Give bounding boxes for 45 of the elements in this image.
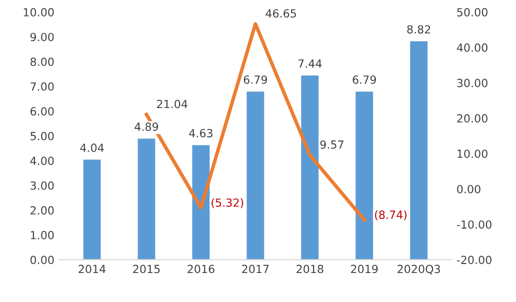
y-tick-label: 6.00 bbox=[30, 107, 54, 116]
y2-tick-label: -20.00 bbox=[456, 256, 492, 264]
y-tick-label: 5.00 bbox=[30, 132, 54, 140]
data-label: 7.44 bbox=[298, 60, 322, 68]
x-tick-label: 2018 bbox=[296, 264, 324, 274]
data-label: (5.32) bbox=[212, 198, 244, 208]
y2-tick-label: 50.00 bbox=[457, 8, 488, 16]
y-tick-label: 9.00 bbox=[30, 32, 54, 42]
data-label: 8.82 bbox=[407, 25, 430, 34]
y2-tick-label: -10.00 bbox=[456, 220, 492, 229]
y-tick-label: 3.00 bbox=[30, 181, 54, 190]
data-label: 4.04 bbox=[80, 144, 104, 152]
x-tick-label: 2017 bbox=[242, 264, 269, 274]
bar bbox=[246, 92, 264, 260]
x-tick-label: 2016 bbox=[188, 264, 214, 274]
bar bbox=[410, 41, 428, 260]
y2-tick-label: 40.00 bbox=[456, 43, 488, 52]
bar bbox=[301, 75, 319, 260]
x-tick-label: 2014 bbox=[78, 264, 106, 274]
y-tick-label: 1.00 bbox=[30, 230, 54, 240]
y2-tick-label: 0.00 bbox=[457, 184, 480, 194]
y2-tick-label: 10.00 bbox=[458, 150, 488, 158]
y-tick-label: 4.00 bbox=[30, 156, 54, 166]
data-label: (8.74) bbox=[375, 210, 407, 220]
data-label: 6.79 bbox=[352, 75, 376, 84]
data-label: 46.65 bbox=[266, 9, 296, 18]
bar bbox=[83, 160, 101, 260]
y-tick-label: 2.00 bbox=[30, 206, 54, 215]
bar bbox=[138, 138, 156, 260]
x-tick-label: 2015 bbox=[133, 264, 160, 274]
y-tick-label: 10.00 bbox=[24, 8, 54, 16]
y2-tick-label: 20.00 bbox=[457, 114, 488, 123]
data-label: 6.79 bbox=[244, 75, 268, 84]
y-tick-label: 7.00 bbox=[30, 82, 54, 91]
data-label: 4.63 bbox=[189, 128, 212, 138]
data-label: 4.89 bbox=[134, 122, 158, 131]
y-tick-label: 0.00 bbox=[30, 256, 54, 264]
x-tick-label: 2019 bbox=[351, 264, 378, 274]
data-label: 21.04 bbox=[157, 100, 188, 108]
x-tick-label: 2020Q3 bbox=[398, 264, 440, 274]
data-label: 9.57 bbox=[320, 140, 344, 149]
y2-tick-label: 30.00 bbox=[457, 78, 488, 88]
bar bbox=[192, 145, 210, 260]
bar bbox=[356, 92, 374, 260]
y-tick-label: 8.00 bbox=[30, 58, 54, 66]
